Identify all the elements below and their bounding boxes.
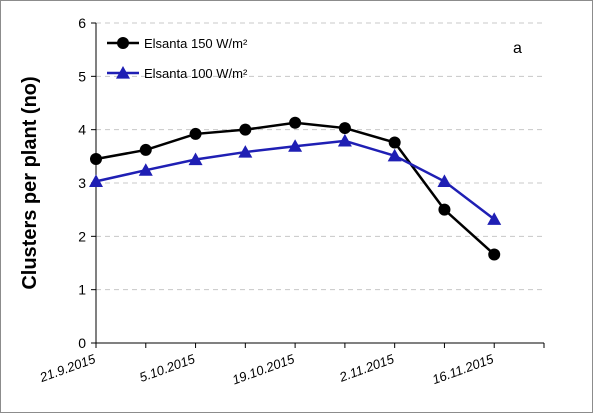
x-tick-label: 19.10.2015 [230,351,297,388]
data-point [89,174,103,187]
legend: Elsanta 150 W/m² Elsanta 100 W/m² [107,36,248,81]
x-tick-labels: 21.9.2015 5.10.2015 19.10.2015 2.11.2015 16.… [37,351,496,388]
series-line-1 [95,139,495,221]
legend-label-0: Elsanta 150 W/m² [144,36,248,51]
data-point [438,203,451,216]
y-tick-label: 1 [78,282,86,298]
data-point [138,163,153,176]
data-point [238,145,253,158]
data-point [90,153,102,165]
data-point [239,123,252,136]
data-point [189,127,202,140]
panel-annotation: a [513,40,522,57]
data-point [388,136,401,149]
data-point [488,248,501,261]
x-tick-label: 16.11.2015 [430,351,496,387]
data-point [139,143,152,156]
y-tick-label: 5 [78,68,86,84]
data-point [487,212,502,225]
x-tick-label: 5.10.2015 [137,351,197,385]
data-point [387,148,402,162]
y-axis-title: Clusters per plant (no) [19,76,41,289]
data-point [338,122,351,135]
x-tick-label: 2.11.2015 [336,351,396,385]
data-point [337,133,352,147]
legend-label-1: Elsanta 100 W/m² [144,66,248,81]
data-point [437,174,452,187]
data-point [289,116,302,129]
data-point [288,139,303,152]
y-tick-label: 3 [78,175,86,191]
legend-marker-0 [117,37,129,49]
y-tick-label: 0 [78,335,86,351]
legend-marker-1 [116,66,130,79]
series-group [89,116,502,261]
gridlines [96,22,544,291]
y-tick-labels: 0 1 2 3 4 5 6 [78,15,86,351]
y-tick-label: 4 [78,122,86,138]
y-tick-label: 6 [78,15,86,31]
x-tick-label: 21.9.2015 [37,351,98,385]
y-tick-label: 2 [78,228,86,244]
data-point [188,152,203,166]
